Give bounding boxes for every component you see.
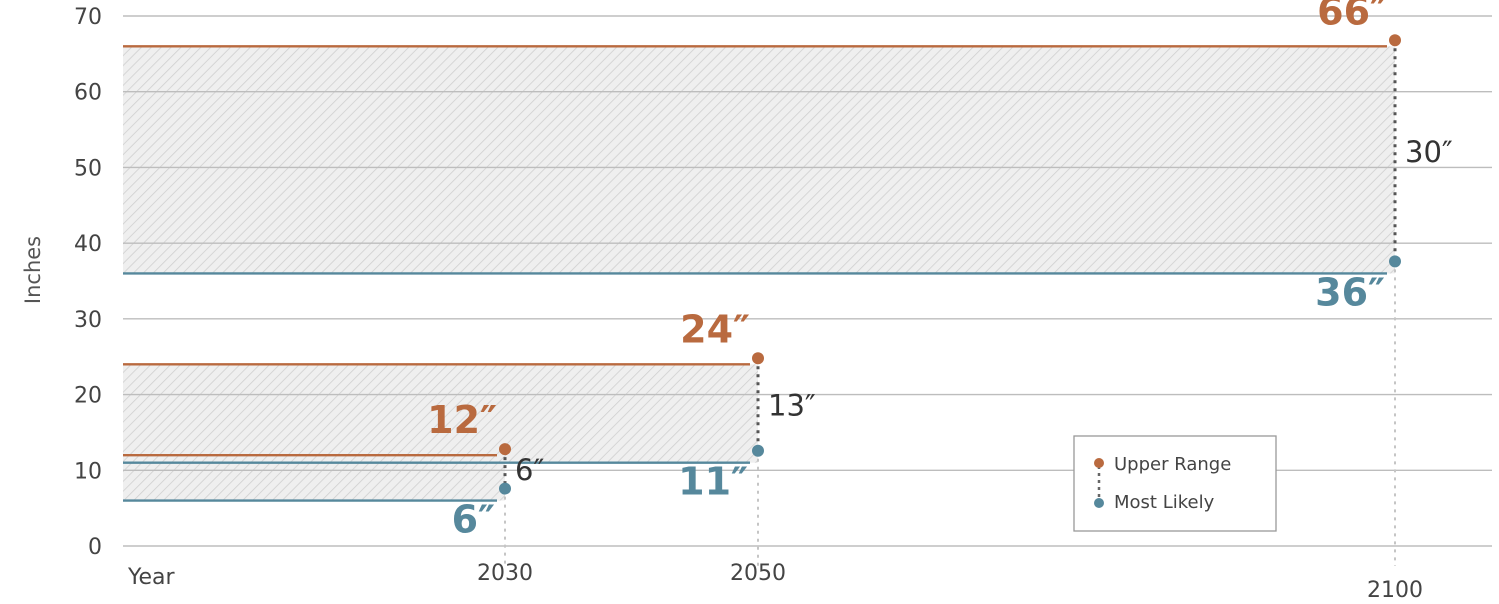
likely-value-label-2030: 6″: [452, 498, 495, 542]
y-axis-label: Inches: [21, 236, 45, 304]
gridlines: [123, 15, 1492, 547]
range-bands: [123, 46, 1395, 501]
level-lines: [123, 45, 1387, 502]
y-tick-label-70: 70: [74, 5, 102, 30]
upper-marker-2030: [499, 443, 511, 456]
likely-marker-2050: [752, 444, 764, 457]
range-band-2100: [123, 46, 1395, 274]
legend-most-likely-label: Most Likely: [1114, 492, 1215, 513]
x-tick-label-2050: 2050: [730, 561, 786, 586]
legend-most-likely-marker-icon: [1094, 498, 1104, 508]
y-tick-label-50: 50: [74, 156, 102, 181]
y-tick-label-20: 20: [74, 384, 102, 409]
y-tick-label-40: 40: [74, 232, 102, 257]
x-tick-label-2030: 2030: [477, 561, 533, 586]
likely-value-label-2050: 11″: [678, 460, 748, 504]
upper-marker-2100: [1389, 34, 1401, 47]
upper-value-label-2030: 12″: [427, 398, 497, 442]
value-labels: 12″ 6″ 6″ 24″ 11″ 13″ 66″ 36″ 30″: [427, 0, 1453, 542]
likely-marker-2030: [499, 482, 511, 495]
legend-upper-range-label: Upper Range: [1114, 454, 1231, 475]
x-axis-ticks: 2030 2050 2100: [477, 561, 1423, 603]
y-tick-label-0: 0: [88, 535, 102, 560]
range-connectors: [503, 40, 1397, 566]
x-tick-label-2100: 2100: [1367, 578, 1423, 603]
data-markers: [499, 34, 1401, 495]
range-band-2050: [123, 364, 758, 463]
x-axis-label: Year: [127, 565, 176, 590]
legend: Upper Range Most Likely: [1073, 435, 1277, 532]
upper-marker-2050: [752, 352, 764, 365]
y-tick-label-30: 30: [74, 308, 102, 333]
difference-label-2100: 30″: [1405, 135, 1453, 169]
legend-upper-range-marker-icon: [1094, 458, 1104, 468]
difference-label-2050: 13″: [768, 389, 816, 423]
likely-value-label-2100: 36″: [1315, 270, 1385, 314]
legend-box: [1073, 435, 1277, 532]
y-axis-ticks: 0 10 20 30 40 50 60 70: [74, 5, 102, 560]
upper-value-label-2100: 66″: [1317, 0, 1387, 33]
y-tick-label-60: 60: [74, 81, 102, 106]
difference-label-2030: 6″: [515, 453, 544, 487]
likely-marker-2100: [1389, 255, 1401, 268]
upper-value-label-2050: 24″: [680, 307, 750, 351]
y-tick-label-10: 10: [74, 459, 102, 484]
